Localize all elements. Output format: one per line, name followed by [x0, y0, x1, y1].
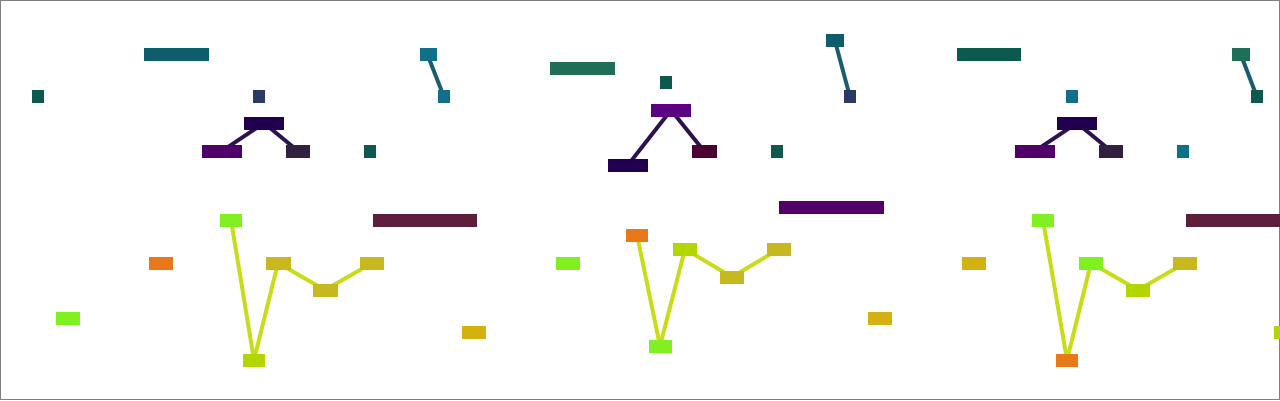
left-warm-orange: [149, 257, 173, 270]
right-link-warm-2: [1065, 261, 1093, 362]
left-chain-2: [243, 354, 265, 367]
left-warm-lime-low: [56, 312, 80, 325]
left-tree-root: [244, 117, 284, 130]
mid-chain-1: [626, 229, 648, 242]
left-tree-left: [202, 145, 242, 158]
block-layer: [32, 34, 1280, 367]
mid-chain-2: [649, 340, 672, 353]
right-tree-root: [1057, 117, 1097, 130]
right-edge-square: [1274, 326, 1280, 339]
mid-link-bottom: [844, 90, 856, 103]
mid-link-warm-2: [658, 247, 687, 348]
right-yellow-square: [962, 257, 986, 270]
mid-purple-bar: [779, 201, 884, 214]
right-cool-bar: [957, 48, 1021, 61]
right-chain-6: [1173, 257, 1197, 270]
mid-yellow-square: [868, 312, 892, 325]
mid-chain-3: [673, 243, 697, 256]
left-chain-1: [220, 214, 242, 227]
left-chain-3: [266, 257, 291, 270]
mid-tree-left: [608, 159, 648, 172]
mid-tree-right: [692, 145, 717, 158]
right-link-warm-1: [1041, 218, 1069, 362]
right-chain-3: [1079, 257, 1103, 270]
right-maroon-bar: [1186, 214, 1280, 227]
mid-link-tree-l: [626, 108, 673, 167]
right-tree-right: [1099, 145, 1123, 158]
mid-teal-square: [771, 145, 783, 158]
left-cool-square-a: [32, 90, 44, 103]
mid-chain-5: [767, 243, 791, 256]
right-chain-2: [1056, 354, 1078, 367]
left-warm-yellow: [462, 326, 486, 339]
left-cool-square-c: [364, 145, 376, 158]
left-cool-link-top: [420, 48, 437, 61]
right-chain-4: [1126, 284, 1150, 297]
mid-link-cool: [833, 39, 852, 99]
left-chain-4: [313, 284, 338, 297]
left-tree-right: [286, 145, 310, 158]
right-tree-left: [1015, 145, 1055, 158]
mid-link-warm-1: [635, 233, 662, 348]
connector-layer: [220, 39, 1259, 362]
left-chain-5: [360, 257, 384, 270]
left-cool-square-b: [253, 90, 265, 103]
left-cool-link-bottom: [438, 90, 450, 103]
left-cool-bar: [144, 48, 209, 61]
right-blue-square: [1177, 145, 1189, 158]
right-chain-1: [1032, 214, 1054, 227]
mid-chain-4: [720, 271, 744, 284]
left-maroon-bar: [373, 214, 477, 227]
right-cool-square-a: [1066, 90, 1078, 103]
mid-tree-root: [651, 104, 691, 117]
mid-lime-square: [556, 257, 580, 270]
mid-link-top: [826, 34, 844, 47]
mid-green-bar: [550, 62, 615, 75]
right-link-top: [1232, 48, 1250, 61]
mid-cool-square: [660, 76, 672, 89]
right-link-bottom: [1251, 90, 1263, 103]
left-link-warm-1: [229, 218, 256, 362]
left-link-warm-2: [252, 261, 280, 362]
